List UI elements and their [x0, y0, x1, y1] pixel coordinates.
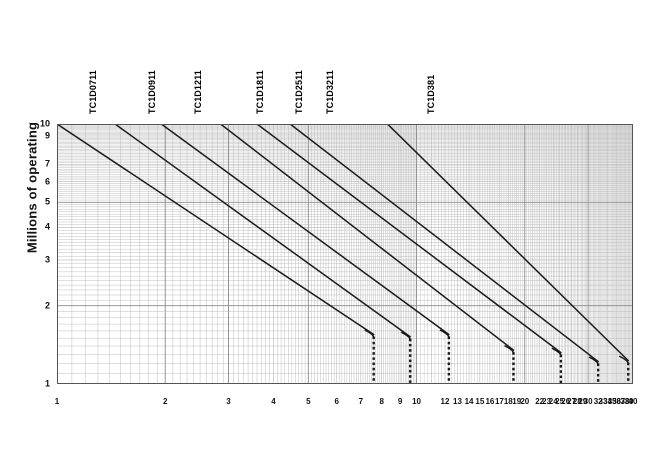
x-tick-label: 10 — [412, 397, 421, 406]
y-tick-label: 6 — [44, 176, 50, 187]
series-label-group: TC1D0711 TC1D0911 TC1D1211 TC1D1811 TC1D2511… — [0, 0, 650, 120]
x-tick-label: 22 — [535, 397, 545, 406]
chart-svg — [57, 124, 633, 384]
series-label-TC1D381: TC1D381 — [425, 74, 436, 114]
series-label-TC1D0711: TC1D0711 — [87, 70, 98, 114]
x-tick-label: 2 — [162, 397, 168, 406]
x-tick-label: 33 — [598, 397, 608, 406]
x-tick-label: 29 — [578, 397, 588, 406]
x-tick-label: 17 — [494, 397, 504, 406]
x-tick-label: 18 — [503, 397, 513, 406]
y-tick-label: 5 — [44, 196, 50, 207]
x-tick-label: 5 — [306, 397, 311, 406]
y-tick-label: 7 — [44, 158, 50, 169]
series-TC1D1211 — [160, 124, 451, 384]
y-tick-label: 2 — [44, 300, 50, 311]
x-tick-label: 19 — [512, 397, 522, 406]
grid-major — [57, 124, 633, 384]
x-tick-label: 1 — [54, 397, 60, 406]
x-tick-label: 13 — [453, 397, 462, 406]
series-TC1D1811 — [219, 124, 515, 384]
y-tick-label: 4 — [44, 221, 50, 232]
series-TC1D381 — [386, 124, 630, 384]
plot-area — [57, 124, 633, 384]
x-axis-tick-labels: 1 2 3 4 5 6 7 8 9 10 12 13 14 15 16 17 18 19 20 22 23 24 25 26 2… — [0, 398, 650, 414]
y-tick-label: 1 — [44, 378, 50, 389]
x-tick-label: 12 — [440, 397, 450, 406]
x-tick-label: 27 — [567, 397, 577, 406]
series-TC1D0711 — [57, 124, 375, 384]
x-tick-label: 8 — [379, 397, 384, 406]
x-tick-label: 35 — [607, 397, 617, 406]
y-tick-label: 9 — [44, 130, 50, 141]
x-tick-label: 4 — [271, 397, 276, 406]
series-line — [289, 124, 599, 363]
series-line — [386, 124, 629, 362]
series-TC1D3211 — [289, 124, 600, 384]
series-line — [114, 124, 411, 338]
x-tick-label: 14 — [464, 397, 474, 406]
series-line — [219, 124, 515, 351]
series-label-TC1D0911: TC1D0911 — [147, 70, 158, 114]
series-group — [57, 124, 630, 384]
x-tick-label: 37 — [616, 397, 626, 406]
series-TC1D0911 — [114, 124, 412, 384]
x-tick-label: 40 — [628, 397, 638, 406]
y-tick-label: 10 — [39, 118, 50, 129]
x-tick-label: 38 — [620, 397, 630, 406]
x-tick-label: 9 — [397, 397, 403, 406]
x-tick-label: 26 — [561, 397, 571, 406]
x-tick-label: 23 — [542, 397, 552, 406]
x-tick-label: 15 — [475, 397, 485, 406]
series-label-TC1D2511: TC1D2511 — [293, 70, 304, 114]
series-line — [256, 124, 562, 354]
series-label-TC1D3211: TC1D3211 — [325, 70, 336, 114]
x-tick-label: 20 — [520, 397, 530, 406]
y-tick-label: 3 — [44, 254, 50, 265]
series-line — [57, 124, 375, 336]
x-tick-label: 32 — [593, 397, 603, 406]
x-tick-label: 28 — [572, 397, 582, 406]
x-tick-label: 6 — [334, 397, 339, 406]
series-line — [160, 124, 450, 336]
x-tick-label: 7 — [358, 397, 364, 406]
x-tick-label: 39 — [624, 397, 634, 406]
series-TC1D2511 — [256, 124, 563, 384]
x-tick-label: 24 — [548, 397, 558, 406]
x-tick-label: 30 — [583, 397, 593, 406]
series-label-TC1D1211: TC1D1211 — [193, 70, 204, 114]
x-tick-label: 16 — [485, 397, 495, 406]
x-tick-label: 34 — [603, 397, 613, 406]
y-axis-tick-labels: 1 2 3 4 5 6 7 9 10 — [24, 0, 50, 470]
grid-minor — [57, 124, 633, 384]
x-tick-label: 36 — [612, 397, 621, 406]
x-tick-label: 25 — [555, 397, 565, 406]
x-tick-label: 3 — [226, 397, 231, 406]
series-label-TC1D1811: TC1D1811 — [255, 70, 266, 114]
